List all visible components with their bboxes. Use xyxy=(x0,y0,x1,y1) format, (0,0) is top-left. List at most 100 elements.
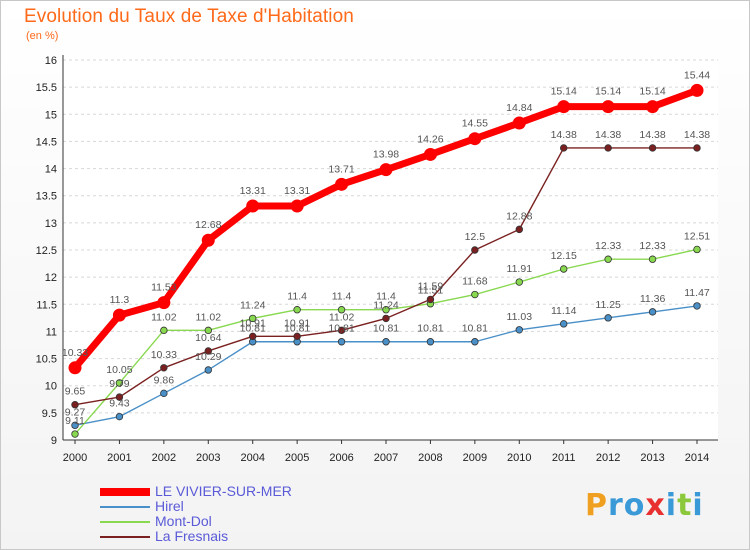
y-tick-label: 13 xyxy=(45,218,57,230)
data-label: 14.38 xyxy=(639,129,665,141)
data-point xyxy=(115,412,124,421)
data-label: 12.5 xyxy=(465,231,486,243)
data-point xyxy=(423,147,437,161)
data-label: 12.15 xyxy=(551,250,577,262)
y-tick-label: 16 xyxy=(45,55,57,67)
data-label: 13.31 xyxy=(240,185,266,197)
legend-swatch xyxy=(100,521,150,523)
data-label: 15.14 xyxy=(551,86,577,98)
x-tick-label: 2014 xyxy=(685,452,709,464)
data-label: 11.02 xyxy=(196,311,222,323)
y-tick-label: 14 xyxy=(45,164,57,176)
data-point xyxy=(71,421,79,430)
data-label: 10.29 xyxy=(195,351,221,363)
y-tick-label: 15 xyxy=(45,109,57,121)
data-point xyxy=(426,338,435,346)
data-point xyxy=(471,290,479,299)
y-tick-label: 15.5 xyxy=(36,82,57,94)
data-point xyxy=(515,278,523,286)
legend-label: Hirel xyxy=(155,498,184,514)
data-label: 12.33 xyxy=(595,240,621,252)
data-point xyxy=(68,361,82,375)
data-label: 11.53 xyxy=(151,282,177,294)
data-point xyxy=(379,163,393,177)
logo-letter: o xyxy=(623,488,646,523)
data-label: 14.55 xyxy=(462,118,488,130)
data-label: 14.84 xyxy=(506,102,532,114)
data-label: 15.14 xyxy=(639,86,665,98)
data-label: 10.91 xyxy=(240,317,266,329)
data-point xyxy=(337,306,346,314)
data-label: 12.68 xyxy=(195,219,221,231)
data-point xyxy=(560,265,568,273)
data-point xyxy=(293,306,301,314)
logo-letter: x xyxy=(645,488,666,523)
data-point xyxy=(115,379,124,387)
data-point xyxy=(693,245,701,254)
grid-lines xyxy=(63,59,718,441)
data-label: 13.71 xyxy=(328,163,354,175)
x-tick-label: 2005 xyxy=(285,452,309,464)
x-tick-label: 2008 xyxy=(418,452,442,464)
x-tick-label: 2007 xyxy=(374,452,398,464)
data-label: 9.27 xyxy=(65,406,86,418)
data-point xyxy=(160,389,168,398)
data-label: 10.05 xyxy=(106,364,132,376)
data-point xyxy=(382,338,390,346)
data-point xyxy=(648,255,657,263)
data-label: 10.33 xyxy=(151,349,177,361)
y-tick-label: 10.5 xyxy=(36,354,57,366)
data-point xyxy=(249,314,257,323)
data-point xyxy=(115,393,124,401)
y-tick-label: 10 xyxy=(45,381,57,393)
x-tick-label: 2010 xyxy=(507,452,531,464)
data-label: 10.81 xyxy=(373,323,399,335)
unit-label: (en %) xyxy=(26,30,59,42)
x-tick-label: 2013 xyxy=(640,452,664,464)
data-label: 12.33 xyxy=(639,240,665,252)
data-point xyxy=(112,308,126,322)
data-point xyxy=(382,306,390,314)
data-label: 15.14 xyxy=(595,86,621,98)
data-label: 9.79 xyxy=(109,378,130,390)
logo-letter: i xyxy=(665,488,678,523)
data-point xyxy=(693,302,701,310)
data-label: 14.38 xyxy=(684,129,710,141)
data-label: 9.65 xyxy=(65,386,86,398)
data-point xyxy=(246,199,260,213)
data-point xyxy=(337,326,346,335)
legend-label: Mont-Dol xyxy=(155,513,212,529)
x-tick-label: 2009 xyxy=(463,452,487,464)
data-label: 11.02 xyxy=(151,311,177,323)
data-point xyxy=(471,338,479,346)
data-label: 11.3 xyxy=(110,294,130,306)
data-label: 13.31 xyxy=(284,185,310,197)
data-point xyxy=(249,332,257,341)
data-label: 10.81 xyxy=(240,323,266,335)
data-label: 11.4 xyxy=(287,291,307,303)
data-point xyxy=(648,308,657,316)
data-point xyxy=(204,347,212,355)
x-tick-label: 2012 xyxy=(596,452,620,464)
data-point xyxy=(693,144,701,152)
x-tick-label: 2002 xyxy=(152,452,176,464)
data-label: 11.25 xyxy=(595,299,621,311)
data-label: 11.14 xyxy=(551,305,577,317)
data-point xyxy=(204,326,212,335)
legend-label: LE VIVIER-SUR-MER xyxy=(155,483,292,499)
axes xyxy=(62,55,718,444)
y-tick-label: 11.5 xyxy=(36,299,57,311)
data-point xyxy=(471,246,479,254)
series-lines xyxy=(68,83,704,438)
data-label: 9.86 xyxy=(154,374,175,386)
data-label: 11.59 xyxy=(418,280,444,292)
data-label: 11.02 xyxy=(329,311,355,323)
data-point xyxy=(604,144,612,152)
data-label: 12.88 xyxy=(506,210,532,222)
y-tick-label: 11 xyxy=(46,326,57,338)
data-labels: 10.33 11.3 11.53 12.68 13.31 13.31 13.71 13.98 1… xyxy=(62,69,710,427)
data-point xyxy=(646,100,660,114)
data-point xyxy=(512,116,526,130)
data-label: 11.24 xyxy=(373,299,399,311)
